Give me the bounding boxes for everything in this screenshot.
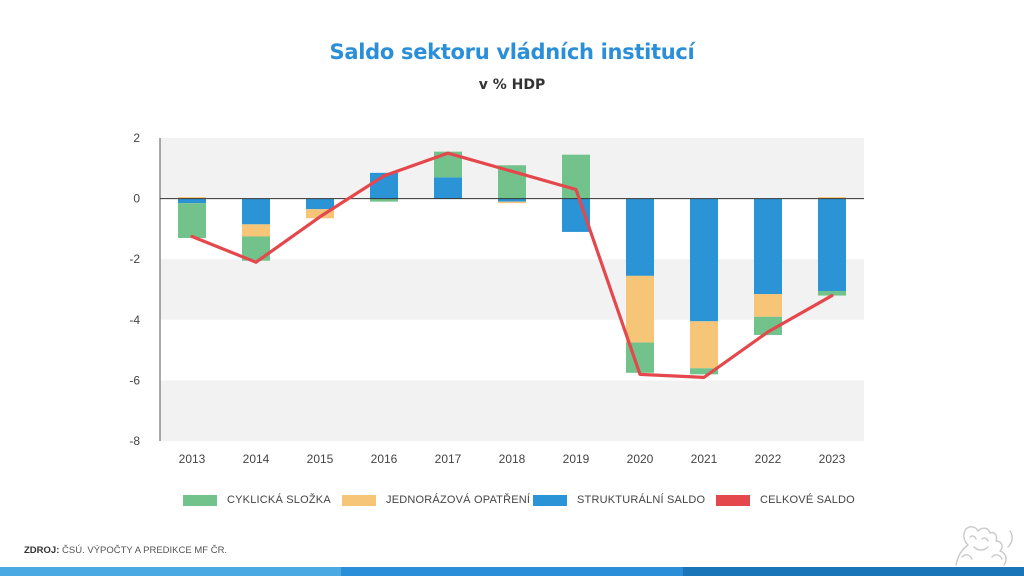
legend-item-one-off: JEDNORÁZOVÁ OPATŘENÍ <box>342 494 530 506</box>
bar-cyklick-slo-ka <box>178 203 206 238</box>
bar-struktur-ln-saldo <box>498 198 526 202</box>
bar-struktur-ln-saldo <box>690 198 718 322</box>
x-tick-label: 2020 <box>627 452 654 466</box>
bar-struktur-ln-saldo <box>306 198 334 210</box>
legend-item-structural: STRUKTURÁLNÍ SALDO <box>533 494 705 506</box>
y-tick-label: -8 <box>129 434 140 448</box>
bar-jednor-zov-opat-en- <box>626 275 654 343</box>
grid-band <box>160 259 864 320</box>
y-tick-label: -2 <box>129 252 140 266</box>
bar-struktur-ln-saldo <box>754 198 782 295</box>
legend-item-total: CELKOVÉ SALDO <box>716 494 855 506</box>
bar-cyklick-slo-ka <box>754 316 782 335</box>
source-note: ZDROJ: ČSÚ. VÝPOČTY A PREDIKCE MF ČR. <box>24 545 227 556</box>
footer-bar-segment <box>683 567 1024 576</box>
bar-jednor-zov-opat-en- <box>690 321 718 369</box>
source-label: ZDROJ: <box>24 545 60 556</box>
chart-subtitle: v % HDP <box>478 77 546 93</box>
bar-struktur-ln-saldo <box>626 198 654 276</box>
legend-item-cyclical: CYKLICKÁ SLOŽKA <box>183 494 331 506</box>
legend-swatch-cyclical <box>183 494 217 506</box>
bar-jednor-zov-opat-en- <box>242 224 270 237</box>
grid-band <box>160 198 864 260</box>
source-text: ČSÚ. VÝPOČTY A PREDIKCE MF ČR. <box>62 545 228 556</box>
x-tick-label: 2021 <box>691 452 718 466</box>
bar-cyklick-slo-ka <box>818 291 846 296</box>
bar-jednor-zov-opat-en- <box>818 197 846 199</box>
footer-bar-segment <box>341 567 683 576</box>
bar-struktur-ln-saldo <box>178 198 206 204</box>
chart-legend: CYKLICKÁ SLOŽKA JEDNORÁZOVÁ OPATŘENÍ STR… <box>0 494 1024 514</box>
legend-swatch-one-off <box>342 494 376 506</box>
line-total-balance <box>190 151 834 379</box>
x-tick-label: 2019 <box>563 452 590 466</box>
bar-cyklick-slo-ka <box>370 198 398 202</box>
x-tick-label: 2022 <box>755 452 782 466</box>
legend-label-cyclical: CYKLICKÁ SLOŽKA <box>227 494 331 506</box>
x-tick-label: 2014 <box>243 452 270 466</box>
legend-label-total: CELKOVÉ SALDO <box>760 494 855 506</box>
x-tick-label: 2023 <box>819 452 846 466</box>
y-tick-label: 2 <box>133 131 140 145</box>
x-tick-label: 2018 <box>499 452 526 466</box>
bar-cyklick-slo-ka <box>690 368 718 375</box>
x-tick-label: 2016 <box>371 452 398 466</box>
y-tick-label: -6 <box>129 373 140 387</box>
legend-swatch-total <box>716 494 750 506</box>
legend-swatch-structural <box>533 494 567 506</box>
x-tick-label: 2013 <box>179 452 206 466</box>
x-tick-label: 2015 <box>307 452 334 466</box>
grid-band <box>160 319 864 381</box>
bar-jednor-zov-opat-en- <box>498 201 526 204</box>
bar-struktur-ln-saldo <box>242 198 270 225</box>
bar-jednor-zov-opat-en- <box>754 294 782 317</box>
lion-emblem-icon <box>955 526 1013 566</box>
legend-label-structural: STRUKTURÁLNÍ SALDO <box>577 494 706 506</box>
footer-bar-segment <box>0 567 341 576</box>
footer-color-bar <box>0 567 1024 576</box>
bar-jednor-zov-opat-en- <box>306 209 334 219</box>
chart-title: Saldo sektoru vládních institucí <box>329 40 695 64</box>
legend-label-one-off: JEDNORÁZOVÁ OPATŘENÍ <box>386 494 531 506</box>
y-tick-label: -4 <box>129 313 140 327</box>
y-tick-label: 0 <box>133 192 140 206</box>
bar-struktur-ln-saldo <box>818 198 846 292</box>
grid-band <box>160 380 864 441</box>
chart-plot: 2 0 -2 -4 -6 -8 2013 2014 2015 2016 2017 2018 2019 20… <box>129 131 864 466</box>
bar-struktur-ln-saldo <box>434 177 462 199</box>
bar-jednor-zov-opat-en- <box>178 197 206 199</box>
x-tick-label: 2017 <box>435 452 462 466</box>
